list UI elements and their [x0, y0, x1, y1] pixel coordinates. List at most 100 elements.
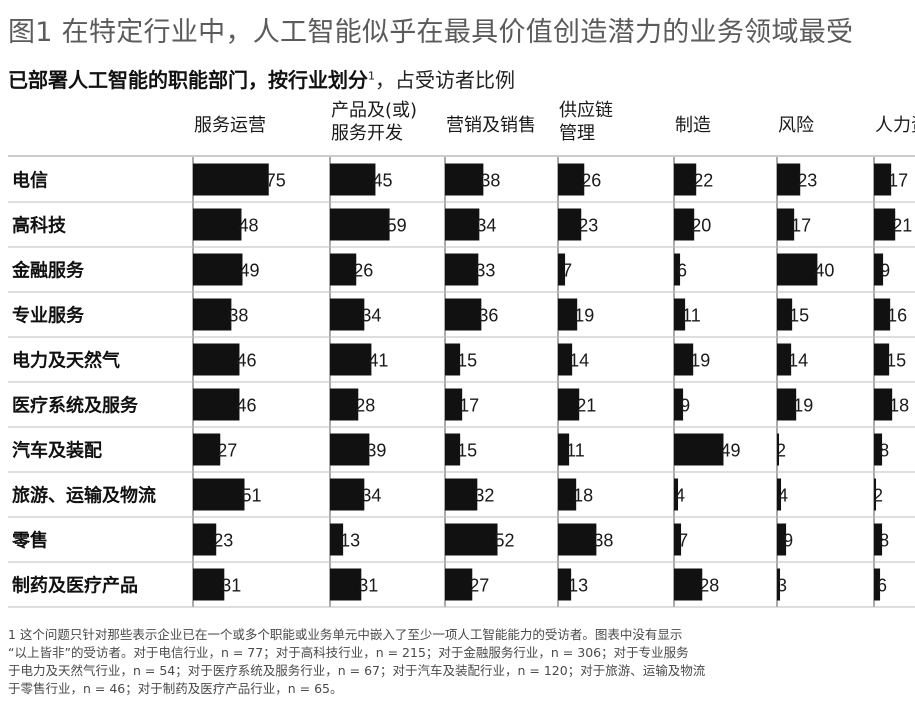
bar-value-label: 18	[573, 486, 593, 506]
chart-title: 图1 在特定行业中，人工智能似乎在最具价值创造潜力的业务领域最受	[8, 17, 854, 48]
bar	[193, 388, 240, 421]
bar-value-label: 46	[236, 396, 256, 416]
bar	[777, 253, 818, 286]
bar-value-label: 23	[578, 216, 598, 236]
bar-value-label: 22	[693, 171, 713, 191]
bar-value-label: 34	[476, 216, 496, 236]
bar	[874, 343, 890, 376]
bar	[558, 253, 566, 286]
bar	[558, 343, 573, 376]
bar	[558, 388, 580, 421]
row-label: 高科技	[12, 215, 67, 237]
bar	[777, 343, 792, 376]
bar-value-label: 75	[266, 171, 286, 191]
bar	[874, 478, 877, 511]
bar	[674, 388, 684, 421]
bar	[874, 208, 896, 241]
bar-value-label: 21	[892, 216, 912, 236]
bar-value-label: 34	[361, 486, 381, 506]
bar-value-label: 4	[675, 486, 685, 506]
bar-value-label: 9	[783, 531, 793, 551]
bar-value-label: 26	[581, 171, 601, 191]
bar	[674, 208, 695, 241]
bar	[193, 208, 242, 241]
bar-value-label: 8	[879, 531, 889, 551]
bar-value-label: 7	[562, 261, 572, 281]
row-label: 零售	[11, 530, 48, 552]
bar-value-label: 28	[355, 396, 375, 416]
bar	[330, 298, 365, 331]
column-header: 产品及(或)服务开发	[331, 100, 417, 144]
bar	[193, 253, 243, 286]
bar	[777, 478, 782, 511]
bar-value-label: 49	[720, 441, 740, 461]
bar-value-label: 34	[361, 306, 381, 326]
bar	[558, 568, 572, 601]
bar-value-label: 31	[358, 576, 378, 596]
bar	[193, 163, 269, 196]
bar	[674, 568, 703, 601]
bar-value-label: 19	[690, 351, 710, 371]
bar-value-label: 46	[236, 351, 256, 371]
bar	[674, 478, 679, 511]
bar	[445, 163, 484, 196]
subtitle-footnote-mark: 1	[368, 69, 375, 83]
bar	[193, 298, 232, 331]
bar	[330, 523, 344, 556]
bar-value-label: 39	[366, 441, 386, 461]
row-label: 电力及天然气	[12, 350, 120, 372]
bar-value-label: 52	[495, 531, 515, 551]
bar-value-label: 27	[217, 441, 237, 461]
column-header: 营销及销售	[446, 115, 536, 136]
footnote-line: 于零售行业，n = 46；对于制药及医疗产品行业，n = 65。	[8, 681, 343, 696]
footnote-line: “以上皆非”的受访者。对于电信行业，n = 77；对于高科技行业，n = 215…	[8, 645, 689, 660]
bar-value-label: 14	[788, 351, 808, 371]
bar	[193, 433, 221, 466]
bar	[874, 388, 893, 421]
bar	[445, 298, 482, 331]
bar	[777, 298, 793, 331]
bar	[674, 433, 724, 466]
footnote-line: 于电力及天然气行业，n = 54；对于医疗系统及服务行业，n = 67；对于汽车…	[8, 663, 706, 678]
bar-value-label: 17	[459, 396, 479, 416]
column-header: 风险	[778, 115, 814, 136]
bar-value-label: 9	[880, 261, 890, 281]
bar-value-label: 15	[457, 441, 477, 461]
bar	[874, 568, 881, 601]
bar-value-label: 15	[886, 351, 906, 371]
bar-value-label: 11	[682, 306, 701, 326]
bar-value-label: 16	[887, 306, 907, 326]
subtitle-main: 已部署人工智能的职能部门，按行业划分	[8, 68, 368, 92]
bar	[674, 253, 681, 286]
bar	[445, 388, 463, 421]
bar	[558, 163, 585, 196]
bar	[193, 523, 217, 556]
bar-value-label: 17	[888, 171, 908, 191]
chart-subtitle: 已部署人工智能的职能部门，按行业划分1，占受访者比例	[8, 64, 515, 93]
bar-value-label: 38	[593, 531, 613, 551]
bar-value-label: 41	[368, 351, 388, 371]
bar-value-label: 26	[353, 261, 373, 281]
bar	[330, 388, 359, 421]
bar	[445, 523, 498, 556]
bar-value-label: 13	[340, 531, 360, 551]
bar-value-label: 20	[691, 216, 711, 236]
bar	[193, 568, 225, 601]
bar	[193, 478, 245, 511]
bar	[874, 253, 884, 286]
bar	[777, 388, 797, 421]
bar-value-label: 19	[574, 306, 594, 326]
bar	[558, 478, 577, 511]
bar-value-label: 31	[221, 576, 241, 596]
column-header: 人力资	[875, 115, 915, 136]
bar	[874, 163, 892, 196]
bar	[558, 298, 578, 331]
bar-value-label: 11	[566, 441, 585, 461]
bar	[777, 568, 781, 601]
bar-value-label: 15	[789, 306, 809, 326]
row-label: 制药及医疗产品	[12, 575, 138, 597]
bar-value-label: 2	[776, 441, 786, 461]
bar-value-label: 17	[791, 216, 811, 236]
column-header: 供应链管理	[559, 100, 613, 144]
bar-value-label: 2	[873, 486, 883, 506]
